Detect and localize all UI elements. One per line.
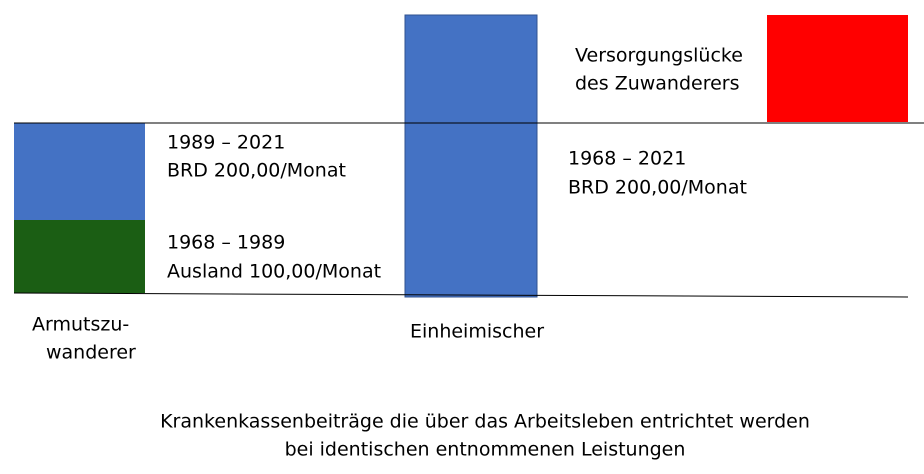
group-label: Einheimischer xyxy=(410,321,544,343)
period-label: 1968 – 2021 xyxy=(568,148,686,170)
gap-block xyxy=(767,15,908,122)
gap-label: Versorgungslücke xyxy=(575,45,743,67)
migrant-recent-block xyxy=(14,123,145,220)
base-line xyxy=(13,292,909,298)
amount-label: BRD 200,00/Monat xyxy=(568,177,747,199)
caption: bei identischen entnommenen Leistungen xyxy=(285,439,686,461)
migrant-early-block xyxy=(14,220,145,293)
period-label: 1989 – 2021 xyxy=(167,132,285,154)
group-label: wanderer xyxy=(46,342,136,364)
period-label: 1968 – 1989 xyxy=(167,232,285,254)
amount-label: Ausland 100,00/Monat xyxy=(167,261,381,283)
amount-label: BRD 200,00/Monat xyxy=(167,160,346,182)
gap-label: des Zuwanderers xyxy=(575,73,740,95)
group-label: Armutszu- xyxy=(32,314,129,336)
native-block xyxy=(404,14,538,298)
caption: Krankenkassenbeiträge die über das Arbei… xyxy=(160,411,810,433)
